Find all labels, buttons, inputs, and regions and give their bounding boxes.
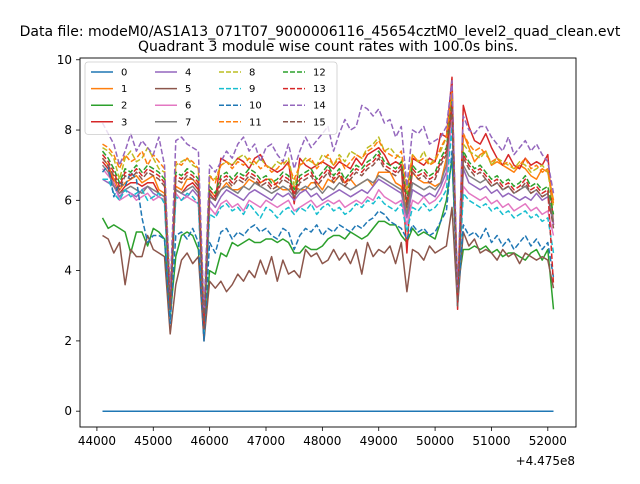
legend-label-6: 6 <box>185 101 191 112</box>
y-tick-label: 10 <box>57 53 72 67</box>
legend-label-7: 7 <box>185 117 191 128</box>
legend-label-12: 12 <box>313 68 326 79</box>
series-line-11 <box>102 90 555 321</box>
x-tick-label: 49000 <box>360 434 398 448</box>
x-tick-label: 52000 <box>529 434 567 448</box>
series-line-9 <box>102 125 555 335</box>
legend-label-13: 13 <box>313 84 326 95</box>
legend-label-2: 2 <box>121 101 127 112</box>
legend-label-1: 1 <box>121 84 127 95</box>
series-line-7 <box>101 94 555 328</box>
x-offset-label: +4.475e8 <box>516 454 575 468</box>
legend-label-9: 9 <box>249 84 255 95</box>
plot-area <box>101 76 555 412</box>
legend-label-14: 14 <box>313 101 326 112</box>
series-line-15 <box>101 108 555 332</box>
legend-label-10: 10 <box>249 101 262 112</box>
x-tick-label: 50000 <box>416 434 454 448</box>
y-tick-label: 8 <box>64 123 72 137</box>
series-line-10 <box>101 150 555 342</box>
x-tick-label: 48000 <box>303 434 341 448</box>
chart-title: Quadrant 3 module wise count rates with … <box>138 39 518 55</box>
x-tick-label: 44000 <box>78 434 116 448</box>
series-line-13 <box>101 104 555 328</box>
legend-box <box>84 61 338 135</box>
x-tick-label: 45000 <box>134 434 172 448</box>
y-tick-label: 2 <box>64 334 72 348</box>
series-line-8 <box>102 94 555 321</box>
legend-label-8: 8 <box>249 68 255 79</box>
legend-label-3: 3 <box>121 117 127 128</box>
x-tick-label: 47000 <box>247 434 285 448</box>
legend-label-15: 15 <box>313 117 326 128</box>
series-line-6 <box>101 115 555 332</box>
y-tick-label: 6 <box>64 193 72 207</box>
plot-frame <box>79 57 577 428</box>
series-line-5 <box>102 206 555 342</box>
legend-label-5: 5 <box>185 84 191 95</box>
x-tick-label: 51000 <box>472 434 510 448</box>
y-tick-label: 0 <box>64 404 72 418</box>
chart-suptitle: Data file: modeM0/AS1A13_071T07_90000061… <box>20 24 621 40</box>
axes: 44000 45000 46000 47000 48000 49000 50000 51000… <box>57 53 567 448</box>
y-tick-label: 4 <box>64 264 72 278</box>
legend-label-0: 0 <box>121 68 127 79</box>
x-tick-label: 46000 <box>191 434 229 448</box>
legend-label-11: 11 <box>249 117 262 128</box>
legend-label-4: 4 <box>185 68 191 79</box>
